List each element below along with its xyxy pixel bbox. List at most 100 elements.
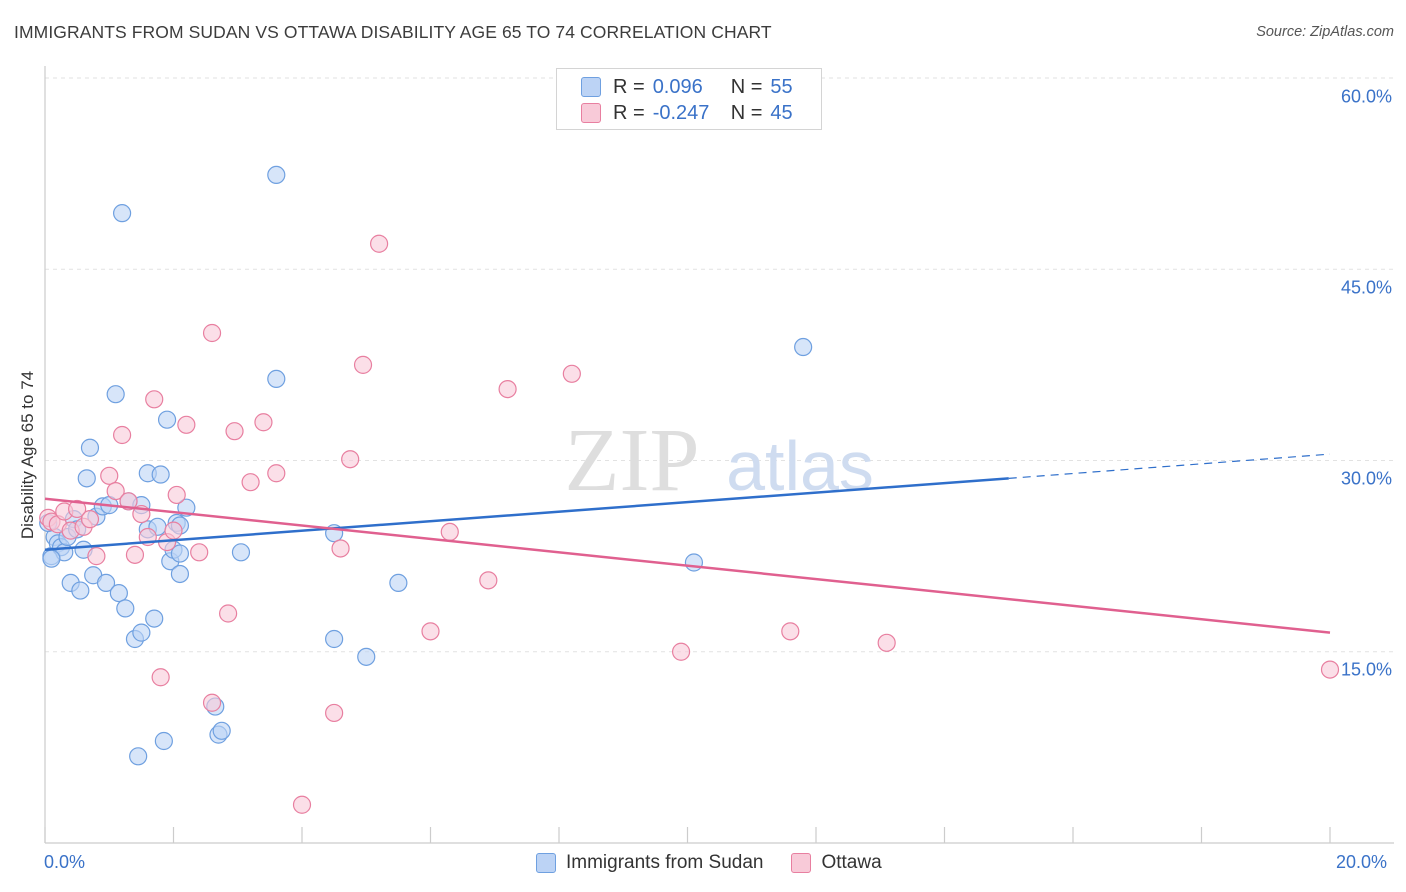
data-point — [267, 369, 286, 388]
x-tick-label-min: 0.0% — [44, 852, 86, 872]
grid-lines — [45, 77, 1394, 653]
data-point — [125, 545, 145, 564]
axes — [44, 66, 1394, 844]
data-point — [80, 510, 100, 529]
x-tick-label-max: 20.0% — [1336, 852, 1388, 872]
y-tick-label: 60.0% — [1340, 86, 1392, 107]
data-point — [254, 413, 273, 432]
data-point — [421, 622, 440, 641]
data-point — [177, 415, 196, 434]
data-point — [202, 323, 222, 343]
series-ottawa — [39, 234, 1340, 814]
data-point — [341, 450, 360, 469]
y-tick-label: 45.0% — [1340, 277, 1392, 298]
legend-item-ottawa[interactable]: Ottawa — [791, 852, 882, 874]
y-tick-label: 15.0% — [1340, 659, 1392, 680]
data-point — [325, 703, 344, 723]
legend-label-ottawa: Ottawa — [821, 852, 882, 873]
legend-r-value: -0.247 — [652, 101, 710, 124]
data-point — [77, 469, 96, 488]
legend-r-label: R = — [613, 101, 645, 124]
data-point — [100, 466, 119, 485]
data-point — [267, 464, 286, 483]
data-point — [68, 499, 87, 519]
data-point — [292, 795, 312, 814]
legend-swatch-ottawa — [581, 103, 601, 123]
stats-legend: R = 0.096 N = 55 R = -0.247 N = 45 — [556, 68, 822, 130]
data-point — [212, 721, 231, 740]
legend-r-value: 0.096 — [652, 75, 703, 98]
data-point — [112, 204, 132, 223]
data-point — [132, 623, 151, 642]
data-point — [80, 438, 100, 457]
data-point — [145, 390, 164, 409]
y-tick-label: 30.0% — [1340, 468, 1392, 489]
data-point — [370, 234, 389, 253]
data-point — [671, 642, 691, 661]
data-point — [71, 581, 90, 600]
data-point — [219, 604, 238, 623]
legend-swatch-ottawa — [791, 853, 812, 873]
legend-swatch-sudan — [581, 77, 601, 97]
data-point — [231, 543, 251, 562]
legend-r-label: R = — [613, 75, 645, 98]
data-point — [170, 544, 190, 563]
series-legend: Immigrants from Sudan Ottawa — [536, 852, 910, 874]
data-point — [331, 539, 350, 558]
data-point — [129, 747, 148, 766]
data-point — [96, 573, 116, 593]
legend-n-value: 45 — [770, 101, 793, 124]
data-point — [562, 364, 581, 383]
data-point — [167, 485, 186, 505]
data-point — [42, 549, 61, 568]
trend-line-ottawa — [44, 497, 1331, 634]
trend-line-sudan — [44, 477, 1009, 551]
data-point — [116, 599, 135, 618]
data-point — [1320, 660, 1340, 679]
data-point — [170, 564, 190, 584]
data-point — [151, 465, 170, 484]
data-point — [225, 422, 244, 441]
data-point — [157, 410, 177, 429]
data-point — [241, 473, 260, 492]
data-point — [353, 355, 373, 374]
data-point — [145, 609, 164, 628]
chart-title: IMMIGRANTS FROM SUDAN VS OTTAWA DISABILI… — [14, 22, 772, 42]
legend-n-value: 55 — [770, 75, 793, 98]
source-credit: Source: ZipAtlas.com — [1256, 24, 1394, 40]
data-point — [151, 668, 170, 687]
data-point — [325, 629, 344, 649]
legend-label-sudan: Immigrants from Sudan — [566, 852, 764, 873]
watermark: ZIP atlas — [565, 411, 874, 510]
data-point — [109, 583, 128, 603]
legend-row-ottawa: R = -0.247 N = 45 — [581, 100, 793, 126]
data-point — [267, 165, 286, 184]
data-point — [202, 693, 222, 712]
data-point — [389, 573, 408, 593]
data-point — [498, 380, 517, 399]
watermark-zip: ZIP — [565, 411, 700, 510]
data-point — [479, 571, 498, 590]
data-point — [106, 482, 125, 501]
data-point — [794, 337, 813, 357]
data-point — [87, 547, 106, 566]
data-point — [112, 425, 132, 445]
legend-item-sudan[interactable]: Immigrants from Sudan — [536, 852, 763, 874]
data-point — [440, 522, 459, 542]
data-point — [106, 385, 125, 404]
data-point — [190, 543, 209, 562]
legend-n-label: N = — [730, 101, 763, 124]
data-point — [357, 647, 376, 666]
legend-n-label: N = — [730, 75, 763, 98]
data-point — [164, 521, 183, 540]
legend-row-sudan: R = 0.096 N = 55 — [581, 74, 793, 100]
y-axis-label: Disability Age 65 to 74 — [18, 370, 37, 540]
trend-lines — [44, 453, 1331, 634]
trend-line-sudan-extension — [1008, 453, 1331, 479]
data-point — [154, 731, 173, 751]
data-point — [877, 633, 896, 652]
data-point — [119, 492, 138, 511]
data-point — [781, 622, 800, 641]
legend-swatch-sudan — [536, 853, 556, 873]
